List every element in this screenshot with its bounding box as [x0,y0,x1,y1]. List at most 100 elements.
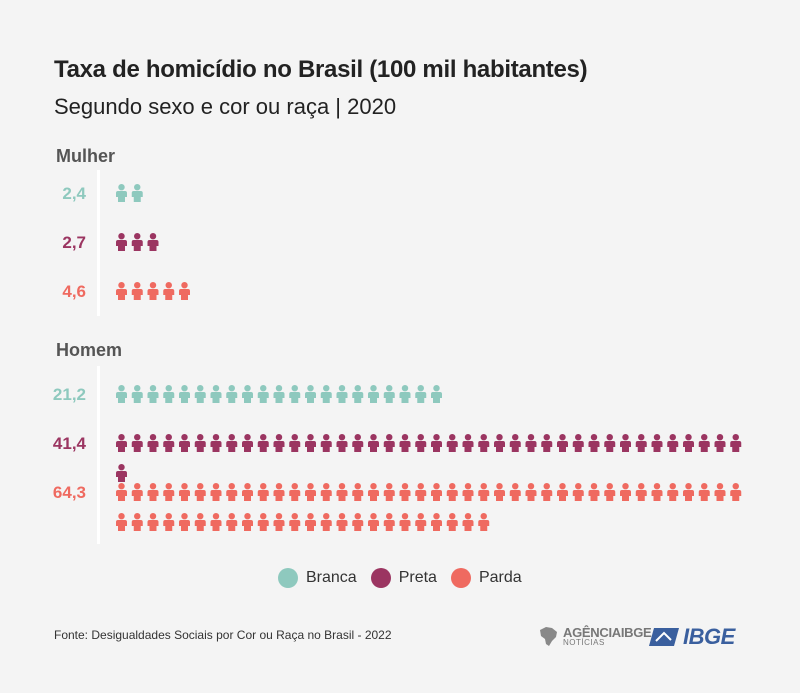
person-icon-homem-parda-53 [305,513,316,531]
person-icon-homem-parda-1 [116,483,127,501]
person-icon-homem-parda-52 [289,513,301,531]
chart-title: Taxa de homicídio no Brasil (100 mil hab… [54,56,588,83]
person-icon-homem-parda-48 [226,513,238,531]
person-icon-mulher-preta-2 [131,233,143,251]
person-icon-homem-parda-33 [620,483,631,501]
person-icon-homem-branca-8 [226,385,238,403]
person-icon-homem-branca-6 [194,385,206,403]
person-icon-homem-preta-15 [336,434,348,452]
person-icon-homem-preta-30 [572,434,584,452]
person-icon-homem-branca-5 [179,385,190,403]
person-icon-homem-parda-30 [572,483,584,501]
person-icon-homem-preta-23 [462,434,474,452]
person-icon-homem-parda-64 [478,513,490,531]
source-footnote: Fonte: Desigualdades Sociais por Cor ou … [54,628,392,642]
person-icon-homem-parda-23 [462,483,474,501]
person-icon-homem-preta-20 [415,434,427,452]
person-icon-homem-parda-21 [431,483,442,501]
person-icon-homem-branca-13 [305,385,316,403]
person-icon-homem-parda-20 [415,483,427,501]
person-icon-homem-preta-6 [194,434,206,452]
person-icon-homem-branca-9 [242,385,253,403]
value-label-mulher-branca: 2,4 [62,184,86,203]
person-icon-mulher-branca-2 [131,184,143,202]
person-icon-homem-parda-15 [336,483,348,501]
legend-swatch-preta [370,568,391,588]
group-label-homem: Homem [56,340,123,360]
person-icon-homem-parda-17 [368,483,379,501]
person-icon-homem-branca-7 [210,385,222,403]
person-icon-homem-preta-18 [383,434,395,452]
person-icon-homem-parda-7 [210,483,222,501]
person-icon-homem-parda-9 [242,483,253,501]
person-icon-mulher-branca-1 [116,184,127,202]
person-icon-homem-branca-19 [399,385,411,403]
agencia-logo-text: AGÊNCIAIBGE [563,624,652,640]
person-icon-homem-branca-3 [147,385,159,403]
person-icon-mulher-parda-3 [147,282,159,300]
person-icon-homem-branca-21 [431,385,442,403]
person-icon-homem-branca-2 [131,385,143,403]
brazil-map-icon [540,627,557,646]
person-icon-homem-parda-51 [273,513,285,531]
person-icon-mulher-parda-2 [131,282,143,300]
person-icon-homem-parda-5 [179,483,190,501]
person-icon-homem-branca-1 [116,385,127,403]
person-icon-homem-parda-55 [336,513,348,531]
ibge-logo-text: IBGE [683,624,735,649]
person-icon-homem-parda-28 [541,483,553,501]
person-icon-homem-preta-34 [635,434,647,452]
agencia-ibge-logo: AGÊNCIAIBGE NOTÍCIAS [536,624,652,648]
person-icon-homem-parda-14 [320,483,332,501]
person-icon-homem-parda-63 [462,513,474,531]
person-icon-homem-preta-39 [714,434,726,452]
group-label-mulher: Mulher [56,146,116,166]
person-icon-homem-preta-38 [698,434,710,452]
person-icon-homem-parda-22 [446,483,458,501]
legend-swatch-branca [278,568,298,588]
person-icon-homem-parda-3 [147,483,159,501]
person-icon-homem-parda-56 [352,513,364,531]
divider-homem [97,366,100,544]
person-icon-homem-preta-9 [242,434,253,452]
value-label-homem-branca: 21,2 [52,385,86,404]
person-icon-homem-parda-2 [131,483,143,501]
person-icon-homem-preta-3 [147,434,159,452]
person-icon-homem-parda-29 [557,483,568,501]
person-icon-homem-preta-22 [446,434,458,452]
person-icon-mulher-parda-4 [163,282,175,300]
person-icon-homem-parda-61 [431,513,442,531]
legend-item-branca: Branca [278,568,357,588]
person-icon-homem-preta-26 [509,434,521,452]
ibge-mark-icon [649,628,679,646]
person-icon-homem-parda-31 [588,483,600,501]
person-icon-homem-preta-28 [541,434,553,452]
person-icon-homem-parda-34 [635,483,647,501]
person-icon-mulher-preta-3 [147,233,159,251]
person-icon-homem-preta-37 [683,434,694,452]
person-icon-homem-parda-58 [383,513,395,531]
person-icon-homem-preta-13 [305,434,316,452]
person-icon-homem-parda-10 [257,483,269,501]
person-icon-homem-parda-43 [147,513,159,531]
person-icon-homem-parda-19 [399,483,411,501]
legend-label-branca: Branca [306,569,357,586]
ibge-logo: IBGE [648,624,735,650]
person-icon-homem-parda-27 [525,483,537,501]
person-icon-homem-parda-11 [273,483,285,501]
person-icon-homem-parda-13 [305,483,316,501]
person-icon-homem-parda-6 [194,483,206,501]
person-icon-homem-branca-18 [383,385,395,403]
person-icon-homem-preta-32 [604,434,616,452]
person-icon-homem-preta-17 [368,434,379,452]
person-icon-homem-branca-16 [352,385,364,403]
person-icon-homem-parda-44 [163,513,175,531]
person-icon-mulher-parda-1 [116,282,127,300]
person-icon-homem-parda-41 [116,513,127,531]
person-icon-homem-preta-41 [116,464,127,482]
person-icon-homem-parda-8 [226,483,238,501]
person-icon-homem-parda-49 [242,513,253,531]
person-icon-homem-preta-25 [494,434,505,452]
person-icon-homem-parda-54 [320,513,332,531]
